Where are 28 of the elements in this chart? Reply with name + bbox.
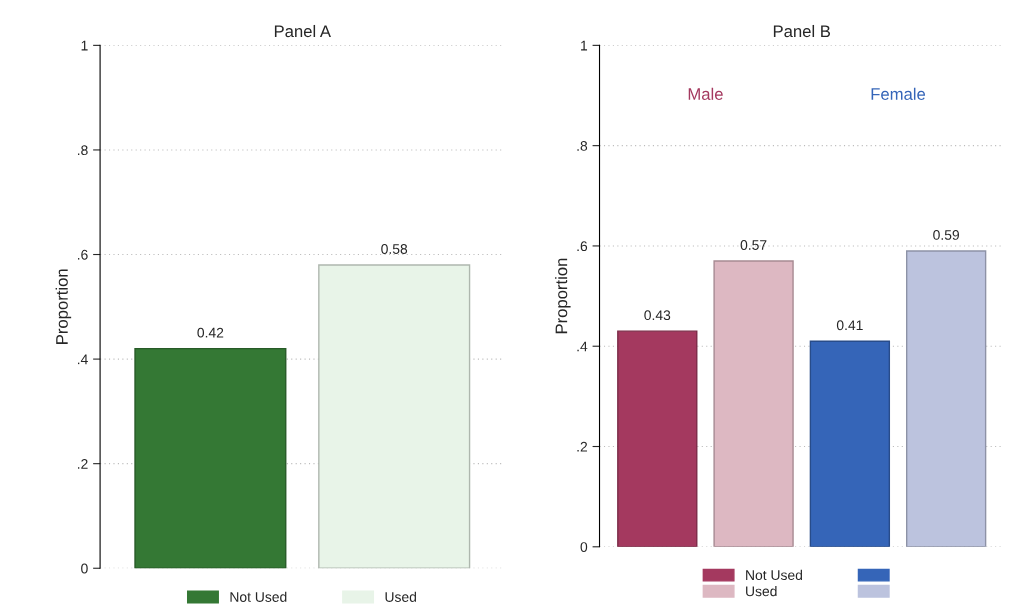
legend-label: Not Used: [230, 591, 287, 602]
y-tick-label: .4: [77, 354, 88, 365]
y-tick-label: .8: [77, 145, 88, 156]
data-label: 0.59: [933, 230, 960, 240]
y-tick-label: .6: [77, 249, 88, 260]
y-tick-label: .2: [577, 441, 588, 452]
legend-label: Used: [385, 591, 416, 602]
data-label: 0.42: [197, 327, 224, 338]
y-axis-title: Proportion: [55, 269, 72, 344]
y-tick-label: 0: [81, 563, 88, 574]
legend-label: Used: [746, 586, 777, 597]
y-tick-label: 1: [581, 40, 588, 51]
y-tick-label: .8: [577, 140, 588, 151]
annotation: Male: [688, 87, 723, 100]
y-tick-label: 1: [81, 40, 88, 51]
legend-label: Not Used: [746, 569, 802, 581]
chart-title: Panel B: [773, 24, 831, 38]
y-tick-label: .2: [77, 459, 88, 469]
chart-title: Panel A: [274, 24, 331, 38]
data-label: 0.43: [644, 310, 671, 321]
data-label: 0.57: [740, 240, 767, 250]
y-tick-label: .4: [577, 341, 588, 352]
y-tick-label: 0: [580, 542, 588, 552]
data-label: 0.41: [836, 320, 863, 331]
y-axis-title: Proportion: [555, 258, 571, 334]
y-tick-label: .6: [577, 241, 588, 252]
data-label: 0.58: [381, 244, 408, 254]
annotation: Female: [871, 87, 926, 100]
